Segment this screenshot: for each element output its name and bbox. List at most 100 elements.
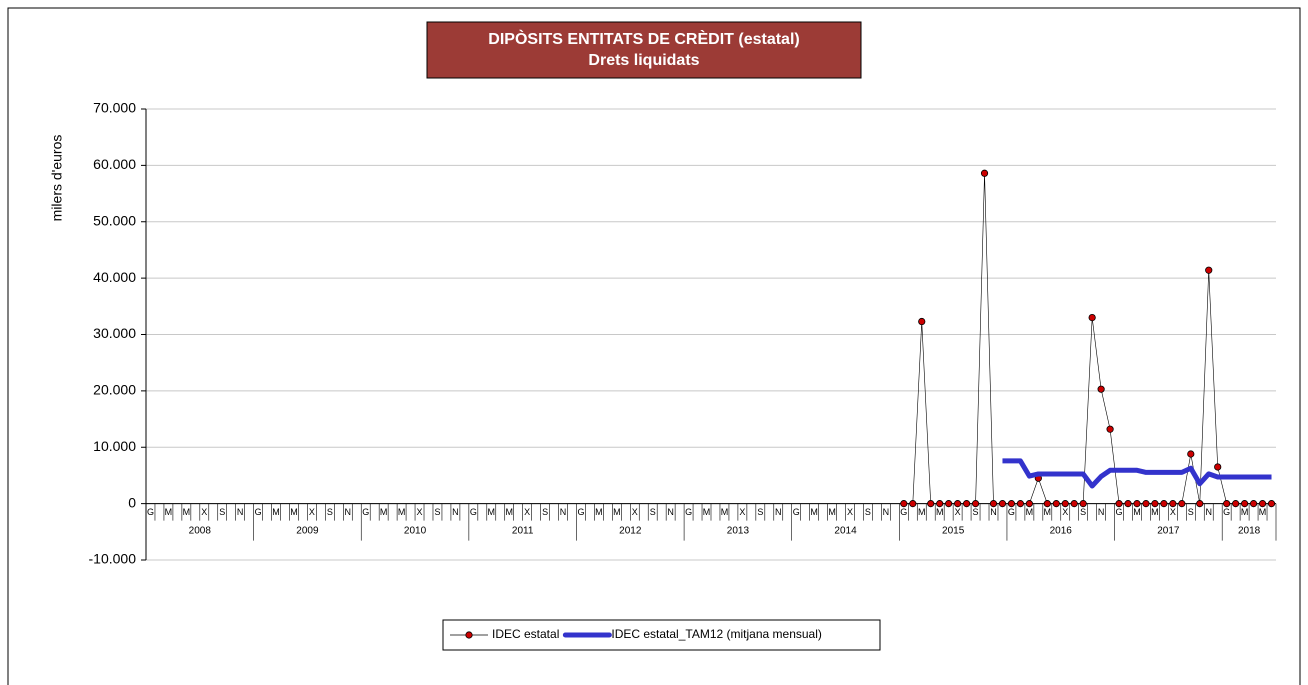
x-tick-label: M — [721, 507, 729, 517]
data-point — [1070, 500, 1078, 508]
data-point — [1025, 500, 1033, 508]
x-tick-label: S — [219, 507, 225, 517]
data-point — [1106, 425, 1114, 433]
x-tick-label: M — [1044, 507, 1052, 517]
data-point — [1088, 313, 1096, 322]
x-tick-label: S — [434, 507, 440, 517]
x-tick-label: M — [272, 507, 280, 517]
y-tick-label: 20.000 — [93, 382, 136, 398]
x-tick-label: M — [183, 507, 191, 517]
data-point — [1115, 500, 1123, 508]
x-tick-label: X — [1170, 507, 1176, 517]
data-point — [1223, 500, 1231, 508]
year-label: 2016 — [1050, 525, 1073, 536]
x-tick-label: G — [793, 507, 800, 517]
series-line — [1002, 458, 1272, 489]
data-point — [1187, 450, 1195, 458]
y-axis-label: milers d'euros — [49, 135, 65, 222]
x-tick-label: X — [309, 507, 315, 517]
x-tick-label: X — [847, 507, 853, 517]
year-label: 2012 — [619, 525, 642, 536]
data-point — [909, 500, 917, 508]
x-tick-label: X — [632, 507, 638, 517]
year-label: 2011 — [512, 525, 534, 536]
data-point — [1249, 500, 1258, 508]
x-tick-label: M — [488, 507, 496, 517]
x-tick-label: G — [470, 507, 477, 517]
data-point — [1232, 500, 1240, 508]
x-tick-label: X — [524, 507, 530, 517]
legend-label: IDEC estatal — [492, 627, 559, 641]
x-tick-label: X — [201, 507, 207, 517]
x-tick-label: X — [955, 507, 961, 517]
chart-title: DIPÒSITS ENTITATS DE CRÈDIT (estatal) — [488, 29, 799, 48]
x-tick-label: N — [883, 507, 890, 517]
data-point — [1151, 500, 1159, 508]
y-tick-label: 10.000 — [93, 438, 136, 454]
x-tick-label: G — [362, 507, 369, 517]
data-point — [900, 500, 908, 508]
data-point — [989, 500, 998, 508]
year-label: 2009 — [296, 525, 319, 536]
data-point — [1124, 500, 1132, 508]
x-tick-label: M — [398, 507, 406, 517]
x-tick-label: N — [990, 507, 997, 517]
y-tick-label: 60.000 — [93, 156, 136, 172]
x-tick-label: M — [505, 507, 513, 517]
x-tick-label: M — [595, 507, 603, 517]
year-label: 2013 — [727, 525, 750, 536]
x-tick-label: M — [936, 507, 944, 517]
data-point — [1169, 500, 1177, 508]
x-tick-label: S — [327, 507, 333, 517]
data-point — [998, 500, 1007, 508]
x-tick-label: N — [1098, 507, 1105, 517]
data-point — [1052, 500, 1060, 508]
data-point — [927, 500, 935, 508]
x-tick-label: N — [1205, 507, 1212, 517]
x-tick-label: M — [290, 507, 298, 517]
x-tick-label: S — [757, 507, 763, 517]
data-point — [1196, 500, 1204, 508]
x-tick-label: G — [255, 507, 262, 517]
x-tick-label: X — [739, 507, 745, 517]
legend-marker — [465, 631, 473, 639]
chart-frame — [7, 7, 1301, 685]
data-point — [1214, 463, 1222, 471]
x-tick-label: N — [667, 507, 674, 517]
data-point — [1079, 500, 1087, 508]
x-tick-label: G — [685, 507, 692, 517]
x-tick-label: G — [147, 507, 154, 517]
x-tick-label: X — [417, 507, 423, 517]
year-label: 2018 — [1238, 525, 1261, 536]
x-tick-label: S — [1188, 507, 1194, 517]
title-box — [426, 21, 862, 79]
data-point — [936, 500, 944, 508]
x-tick-label: N — [345, 507, 352, 517]
x-tick-label: S — [650, 507, 656, 517]
data-point — [954, 500, 962, 508]
data-point — [1016, 500, 1025, 508]
data-point — [1043, 500, 1051, 508]
year-label: 2015 — [942, 525, 965, 536]
x-tick-label: G — [1116, 507, 1123, 517]
y-tick-label: 0 — [128, 494, 136, 510]
data-point — [1061, 500, 1069, 508]
year-label: 2017 — [1157, 525, 1180, 536]
x-tick-label: S — [1080, 507, 1086, 517]
data-point — [1258, 500, 1267, 508]
y-tick-label: 70.000 — [93, 100, 136, 116]
x-tick-label: S — [865, 507, 871, 517]
x-tick-label: S — [542, 507, 548, 517]
data-point — [1142, 500, 1150, 508]
y-tick-label: 40.000 — [93, 269, 136, 285]
x-tick-label: S — [973, 507, 979, 517]
legend-box — [442, 619, 881, 651]
data-point — [1133, 500, 1141, 508]
y-tick-label: 30.000 — [93, 325, 136, 341]
legend-label: IDEC estatal_TAM12 (mitjana mensual) — [611, 627, 822, 641]
x-tick-label: M — [918, 507, 926, 517]
data-point — [1007, 500, 1016, 508]
x-tick-label: N — [775, 507, 782, 517]
data-point — [918, 317, 926, 326]
